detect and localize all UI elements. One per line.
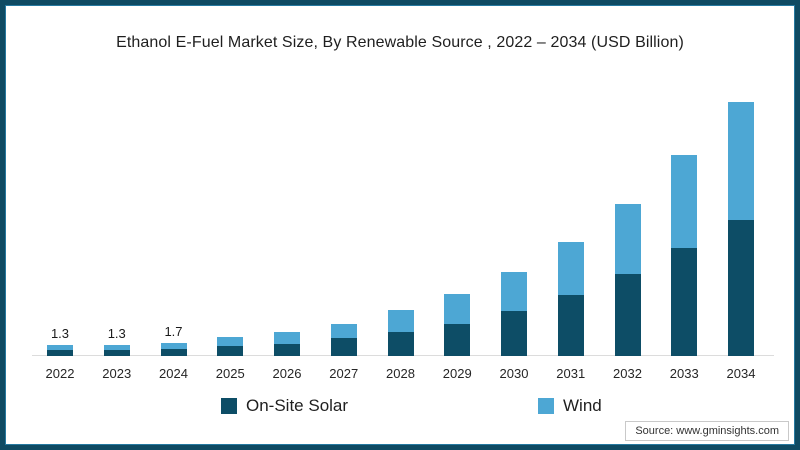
on-site-solar-segment-2034 xyxy=(728,220,754,356)
on-site-solar-segment-2030 xyxy=(501,311,527,356)
wind-segment-2030 xyxy=(501,272,527,311)
on-site-solar-swatch-icon xyxy=(221,398,237,414)
wind-segment-2026 xyxy=(274,332,300,344)
wind-segment-2031 xyxy=(557,242,584,295)
stacked-bar-2031 xyxy=(557,242,584,356)
on-site-solar-segment-2033 xyxy=(671,248,698,356)
wind-segment-2027 xyxy=(330,324,357,338)
x-axis-label-2024: 2024 xyxy=(159,366,188,381)
stacked-bar-2032 xyxy=(614,204,641,356)
x-axis-label-2022: 2022 xyxy=(45,366,75,381)
bar-total-label-2022: 1.3 xyxy=(50,326,70,341)
chart-title: Ethanol E-Fuel Market Size, By Renewable… xyxy=(116,34,684,51)
x-axis-label-2030: 2030 xyxy=(499,366,529,381)
wind-segment-2023 xyxy=(103,345,130,350)
x-axis-label-2028: 2028 xyxy=(386,366,415,381)
stacked-bar-2028 xyxy=(387,310,414,356)
x-axis-label-2025: 2025 xyxy=(215,366,245,381)
on-site-solar-segment-2022 xyxy=(47,350,73,356)
wind-segment-2034 xyxy=(728,102,754,220)
on-site-solar-segment-2027 xyxy=(330,338,357,356)
x-axis-label-2034: 2034 xyxy=(726,366,756,381)
bar-total-label-2024: 1.7 xyxy=(164,324,183,339)
wind-segment-2022 xyxy=(47,345,73,350)
wind-segment-2025 xyxy=(217,337,244,346)
stacked-bar-2029 xyxy=(444,294,471,356)
stacked-bar-2030 xyxy=(501,272,527,356)
on-site-solar-segment-2031 xyxy=(557,295,584,356)
stacked-bar-2023 xyxy=(103,345,130,356)
stacked-bar-2026 xyxy=(274,332,300,356)
stacked-bar-2022 xyxy=(47,345,73,356)
wind-segment-2024 xyxy=(160,343,187,349)
stacked-bar-2034 xyxy=(728,102,754,356)
x-axis-label-2032: 2032 xyxy=(613,366,642,381)
on-site-solar-segment-2029 xyxy=(444,324,471,356)
x-axis-label-2029: 2029 xyxy=(442,366,472,381)
on-site-solar-segment-2023 xyxy=(103,350,130,356)
on-site-solar-segment-2028 xyxy=(387,332,414,356)
x-axis-label-2026: 2026 xyxy=(272,366,302,381)
x-axis-label-2027: 2027 xyxy=(329,366,359,381)
legend-label-wind: Wind xyxy=(563,396,602,415)
x-axis-label-2033: 2033 xyxy=(669,366,699,381)
stacked-bar-2027 xyxy=(330,324,357,356)
on-site-solar-segment-2026 xyxy=(274,344,300,356)
on-site-solar-segment-2032 xyxy=(614,274,641,356)
on-site-solar-segment-2024 xyxy=(160,349,187,356)
legend-label-on-site-solar: On-Site Solar xyxy=(246,396,349,415)
stacked-bar-2024 xyxy=(160,343,187,356)
plot-area: 1.3 1.3 1.7 xyxy=(32,102,774,356)
bar-total-label-2023: 1.3 xyxy=(107,326,126,341)
x-axis-label-2031: 2031 xyxy=(556,366,586,381)
wind-segment-2029 xyxy=(444,294,471,324)
wind-segment-2033 xyxy=(671,155,698,248)
legend-item-on-site-solar: On-Site Solar xyxy=(221,396,348,416)
wind-segment-2028 xyxy=(387,310,414,332)
x-axis-label-2023: 2023 xyxy=(102,366,132,381)
wind-segment-2032 xyxy=(614,204,641,274)
stacked-bar-2025 xyxy=(217,337,244,356)
wind-swatch-icon xyxy=(538,398,554,414)
legend-item-wind: Wind xyxy=(538,396,602,416)
stacked-bar-2033 xyxy=(671,155,698,356)
on-site-solar-segment-2025 xyxy=(217,346,244,356)
source-attribution: Source: www.gminsights.com xyxy=(625,421,789,441)
